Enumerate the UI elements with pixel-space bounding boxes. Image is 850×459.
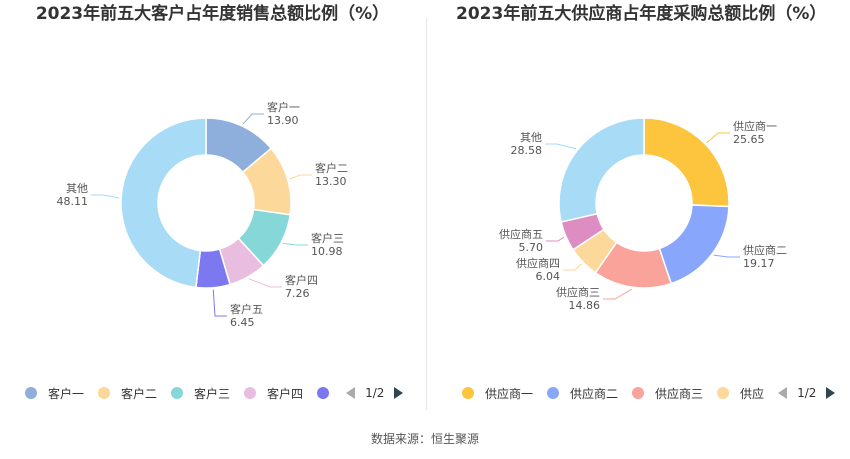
leader-line <box>603 288 632 300</box>
legend-page-label: 1/2 <box>365 386 385 400</box>
legend-item-3[interactable]: 供应商三 <box>632 385 703 402</box>
leader-line <box>212 289 227 317</box>
legend-item-4[interactable]: 供应 <box>717 385 764 402</box>
legend-item-4[interactable]: 客户四 <box>244 385 303 402</box>
donut-slice-6[interactable] <box>558 117 645 223</box>
leader-line <box>282 242 308 246</box>
slice-label-value: 13.30 <box>315 175 347 188</box>
legend-dot-icon <box>317 387 330 399</box>
legend-item-2[interactable]: 供应商二 <box>547 385 618 402</box>
legend-label: 供应商一 <box>485 386 534 401</box>
legend-page-label: 1/2 <box>797 386 817 400</box>
supplier-chart-panel: 2023年前五大供应商占年度采购总额比例（%） 供应商一 25.65 供应商二 19.… <box>428 0 850 410</box>
slice-label-name: 客户三 <box>311 231 344 245</box>
legend-dot-icon <box>171 387 184 399</box>
legend-label: 供应商二 <box>570 386 619 401</box>
legend-dot-icon <box>547 387 560 399</box>
leader-line <box>248 278 282 288</box>
leader-line <box>91 194 120 199</box>
legend-dot-icon <box>98 387 111 399</box>
legend-dot-icon <box>717 387 730 399</box>
legend-item-5[interactable] <box>317 387 340 399</box>
slice-label-value: 28.58 <box>511 144 543 157</box>
leader-line <box>546 236 565 242</box>
legend-item-2[interactable]: 客户二 <box>98 385 157 402</box>
legend-prev-icon[interactable] <box>346 387 356 399</box>
panel-divider <box>426 18 427 410</box>
leader-line <box>242 113 264 125</box>
slice-label-value: 14.86 <box>569 299 601 312</box>
slice-label-value: 19.17 <box>743 257 775 270</box>
slice-label-value: 5.70 <box>519 241 544 254</box>
slice-label-value: 7.26 <box>285 287 310 300</box>
slice-label-name: 供应商四 <box>516 256 560 270</box>
legend-item-3[interactable]: 客户三 <box>171 385 230 402</box>
slice-label-name: 客户二 <box>315 161 348 175</box>
slice-label-value: 10.98 <box>311 245 343 258</box>
slice-label-name: 供应商二 <box>743 243 787 257</box>
chart-legend: 供应商一 供应商二 供应商三 供应 1/2 <box>462 383 836 403</box>
legend-pager: 1/2 <box>778 386 836 400</box>
leader-line <box>563 263 583 271</box>
legend-label: 供应商三 <box>655 386 704 401</box>
leader-line <box>706 132 730 144</box>
slice-label-name: 客户一 <box>267 100 300 114</box>
donut-slice-1[interactable] <box>643 117 730 208</box>
legend-item-1[interactable]: 供应商一 <box>462 385 533 402</box>
legend-dot-icon <box>632 387 645 399</box>
chart-legend: 客户一 客户二 客户三 客户四 1/2 <box>25 383 404 403</box>
slice-label-name: 供应商一 <box>733 119 777 133</box>
legend-label: 客户三 <box>194 386 231 401</box>
customer-chart-panel: 2023年前五大客户占年度销售总额比例（%） 客户一 13.90 客户二 13.30 客… <box>0 0 425 410</box>
slice-label-name: 客户五 <box>230 302 263 316</box>
legend-label: 供应 <box>740 386 765 401</box>
slice-label-name: 其他 <box>520 131 542 144</box>
chart-title: 2023年前五大客户占年度销售总额比例（%） <box>35 4 390 24</box>
legend-label: 客户一 <box>48 386 85 401</box>
legend-label: 客户二 <box>121 386 158 401</box>
slice-label-name: 供应商五 <box>499 227 543 241</box>
leader-line <box>545 143 577 150</box>
slice-label-value: 6.45 <box>230 316 255 329</box>
legend-prev-icon[interactable] <box>778 387 788 399</box>
legend-dot-icon <box>244 387 257 399</box>
legend-next-icon[interactable] <box>394 387 404 399</box>
data-source-note: 数据来源：恒生聚源 <box>370 432 479 446</box>
legend-label: 客户四 <box>267 386 304 401</box>
legend-next-icon[interactable] <box>826 387 836 399</box>
leader-line <box>713 254 740 258</box>
slice-label-value: 48.11 <box>57 195 89 208</box>
slice-label-name: 供应商三 <box>556 285 600 299</box>
slice-label-name: 客户四 <box>285 273 318 287</box>
leader-line <box>289 174 312 180</box>
slice-label-value: 13.90 <box>267 114 299 127</box>
legend-dot-icon <box>25 387 37 399</box>
slice-label-value: 6.04 <box>536 270 561 283</box>
chart-title: 2023年前五大供应商占年度采购总额比例（%） <box>456 4 827 24</box>
slice-label-name: 其他 <box>66 182 88 195</box>
legend-item-1[interactable]: 客户一 <box>25 385 84 402</box>
legend-dot-icon <box>462 387 474 399</box>
donut-slice-2[interactable] <box>658 204 730 285</box>
donut-slice-6[interactable] <box>120 117 207 289</box>
legend-pager: 1/2 <box>346 386 404 400</box>
slice-label-value: 25.65 <box>733 133 765 146</box>
